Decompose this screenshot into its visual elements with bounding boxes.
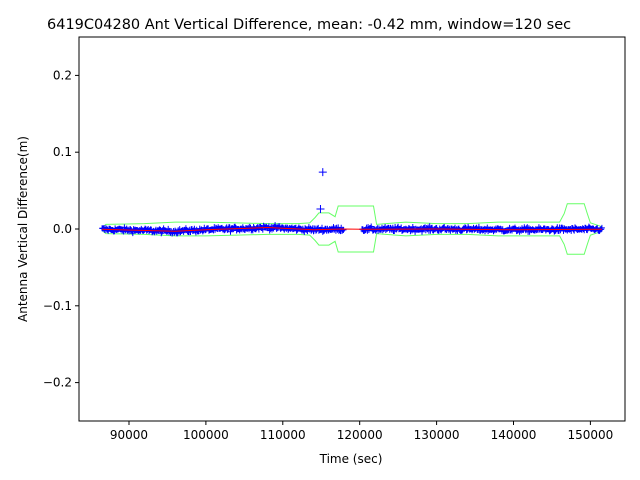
data-point-marker bbox=[598, 224, 605, 231]
x-tick-label: 90000 bbox=[110, 428, 148, 442]
x-tick-label: 100000 bbox=[183, 428, 229, 442]
y-axis: −0.2 −0.1 0.0 0.1 0.2 bbox=[43, 68, 79, 390]
envelope-lower-line bbox=[101, 230, 603, 255]
x-tick-label: 140000 bbox=[491, 428, 537, 442]
plot-frame bbox=[78, 36, 626, 422]
x-tick-label: 120000 bbox=[337, 428, 383, 442]
chart-title: 6419C04280 Ant Vertical Difference, mean… bbox=[47, 17, 571, 33]
x-tick-label: 150000 bbox=[567, 428, 613, 442]
y-tick-label: 0.0 bbox=[53, 222, 72, 236]
y-axis-label: Antenna Vertical Difference(m) bbox=[16, 136, 30, 322]
data-point-marker bbox=[340, 226, 347, 233]
x-axis-label: Time (sec) bbox=[319, 452, 383, 466]
y-tick-label: −0.2 bbox=[43, 376, 72, 390]
outlier-marker bbox=[316, 205, 325, 214]
data-point-marker bbox=[419, 228, 425, 235]
y-tick-label: 0.1 bbox=[53, 145, 72, 159]
outlier-marker bbox=[318, 168, 327, 177]
y-tick-label: 0.2 bbox=[53, 68, 72, 82]
envelope-upper-line bbox=[101, 203, 603, 228]
x-tick-label: 130000 bbox=[414, 428, 460, 442]
data-point-marker bbox=[227, 228, 234, 235]
x-axis: 90000 100000 110000 120000 130000 140000 15000… bbox=[110, 421, 613, 442]
plot-area bbox=[99, 168, 605, 255]
mean-line bbox=[102, 226, 602, 232]
y-tick-label: −0.1 bbox=[43, 299, 72, 313]
x-tick-label: 110000 bbox=[260, 428, 306, 442]
